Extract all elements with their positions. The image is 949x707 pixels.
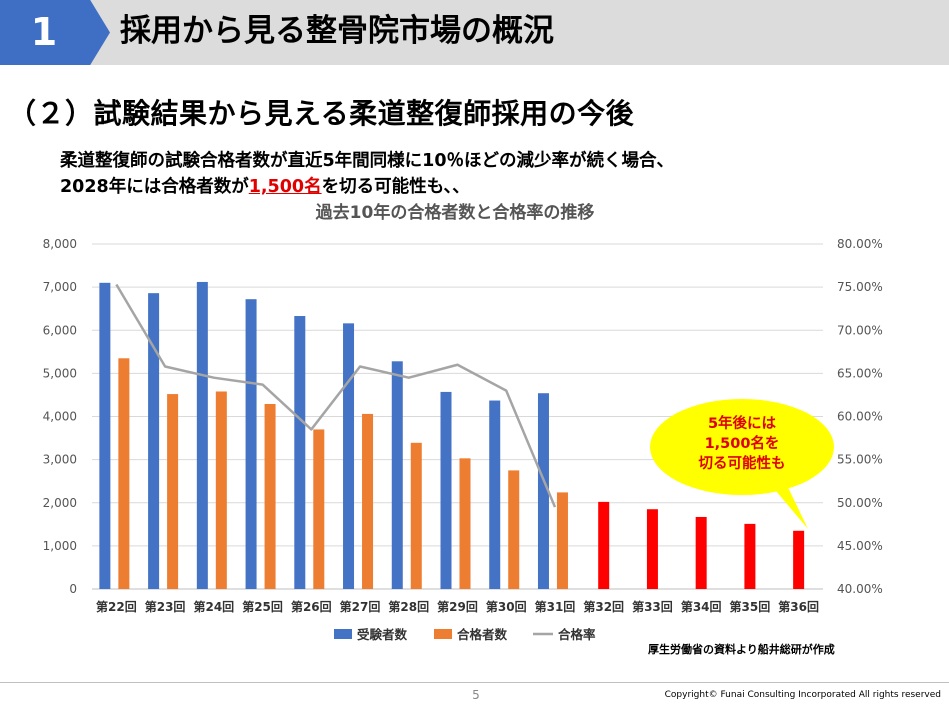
y2-tick-label: 40.00% [837, 582, 883, 596]
bar-examinees [489, 400, 501, 589]
legend-label: 受験者数 [357, 627, 408, 642]
y-axis-ticks: 0 1,000 2,000 3,000 4,000 5,000 6,000 7,000 8,00… [43, 237, 77, 596]
callout-bubble: 5年後には 1,500名を切る可能性も [650, 399, 834, 529]
y2-axis-ticks: 40.00% 45.00% 50.00% 55.00% 60.00% 65.00% 70.0… [837, 237, 883, 596]
y-tick-label: 2,000 [43, 496, 77, 510]
lead-line-1: 柔道整復師の試験合格者数が直近5年間同様に10％ほどの減少率が続く場合、 [60, 151, 675, 171]
y-tick-label: 4,000 [43, 410, 77, 424]
x-tick-label: 第36回 [778, 599, 819, 614]
legend-label: 合格者数 [457, 627, 508, 642]
bar-projection [744, 523, 756, 589]
y-tick-label: 6,000 [43, 323, 77, 337]
bar-projection [793, 530, 805, 589]
bar-examinees [294, 316, 306, 589]
callout-ellipse [650, 399, 834, 495]
bar-examinees [148, 293, 160, 589]
y-tick-label: 1,000 [43, 539, 77, 553]
bar-examinees [391, 361, 403, 589]
bar-examinees [343, 323, 355, 589]
header-bar [0, 0, 949, 65]
x-tick-label: 第34回 [681, 599, 722, 614]
y2-tick-label: 70.00% [837, 323, 883, 337]
y-tick-label: 0 [69, 582, 77, 596]
chart-bars [99, 281, 805, 589]
bar-passers [264, 403, 276, 589]
y2-tick-label: 60.00% [837, 410, 883, 424]
section-badge [0, 0, 110, 65]
page-number: 5 [472, 688, 480, 702]
bar-passers [167, 394, 179, 589]
y2-tick-label: 55.00% [837, 453, 883, 467]
y2-tick-label: 80.00% [837, 237, 883, 251]
bar-projection [598, 501, 610, 589]
x-tick-label: 第35回 [730, 599, 771, 614]
bar-passers [410, 442, 422, 589]
bar-projection [695, 516, 707, 589]
bar-passers [362, 413, 374, 589]
bar-examinees [196, 281, 208, 589]
x-tick-label: 第31回 [535, 599, 576, 614]
x-tick-label: 第23回 [145, 599, 186, 614]
y-tick-label: 7,000 [43, 280, 77, 294]
x-tick-label: 第28回 [388, 599, 429, 614]
rate-line-path [115, 283, 557, 508]
callout-text: 1,500名を [705, 434, 780, 452]
x-tick-label: 第27回 [340, 599, 381, 614]
lead-line-2-after: を切る可能性も、、 [321, 177, 470, 197]
copyright: Copyright© Funai Consulting Incorporated… [664, 690, 941, 700]
callout-text: 5年後には [708, 414, 777, 432]
x-tick-label: 第32回 [583, 599, 624, 614]
bar-passers [313, 429, 325, 589]
lead-highlight: 1,500名 [248, 177, 322, 197]
bar-passers [556, 492, 568, 589]
legend-swatch [434, 629, 452, 639]
x-tick-label: 第29回 [437, 599, 478, 614]
x-axis-ticks: 第22回 第23回 第24回 第25回 第26回 第27回 第28回 第29回 第30回 第31回… [96, 599, 819, 614]
chart-title: 過去10年の合格者数と合格率の推移 [316, 202, 595, 223]
rate-line [115, 283, 557, 508]
x-tick-label: 第25回 [242, 599, 283, 614]
bar-examinees [537, 393, 549, 589]
legend-swatch [334, 629, 352, 639]
bar-passers [215, 391, 227, 589]
bar-examinees [245, 299, 257, 589]
bar-projection [646, 509, 658, 589]
legend-label: 合格率 [558, 627, 596, 642]
page-title: 採用から見る整骨院市場の概況 [120, 13, 554, 49]
chart: 過去10年の合格者数と合格率の推移 0 1,000 2,000 3,000 4,000 5… [43, 202, 883, 642]
y2-tick-label: 75.00% [837, 280, 883, 294]
x-tick-label: 第26回 [291, 599, 332, 614]
footer-divider [0, 682, 949, 683]
lead-line-2-before: 2028年には合格者数が [60, 177, 249, 197]
x-tick-label: 第24回 [193, 599, 234, 614]
y2-tick-label: 50.00% [837, 496, 883, 510]
chart-legend: 受験者数 合格者数 合格率 [334, 627, 596, 642]
y2-tick-label: 45.00% [837, 539, 883, 553]
source-note: 厚生労働省の資料より船井総研が作成 [648, 643, 835, 656]
y-tick-label: 3,000 [43, 453, 77, 467]
y-tick-label: 8,000 [43, 237, 77, 251]
callout-text: 切る可能性も [699, 454, 786, 472]
bar-passers [459, 458, 471, 589]
x-tick-label: 第30回 [486, 599, 527, 614]
bar-passers [118, 358, 130, 589]
x-tick-label: 第22回 [96, 599, 137, 614]
bar-examinees [440, 391, 452, 589]
y-tick-label: 5,000 [43, 366, 77, 380]
section-number: 1 [30, 10, 58, 54]
y2-tick-label: 65.00% [837, 366, 883, 380]
x-tick-label: 第33回 [632, 599, 673, 614]
lead-line-2: 2028年には合格者数が1,500名を切る可能性も、、 [60, 173, 470, 198]
bar-examinees [99, 282, 111, 589]
bar-passers [508, 470, 520, 589]
sub-heading: （２）試験結果から見える柔道整復師採用の今後 [8, 97, 635, 130]
